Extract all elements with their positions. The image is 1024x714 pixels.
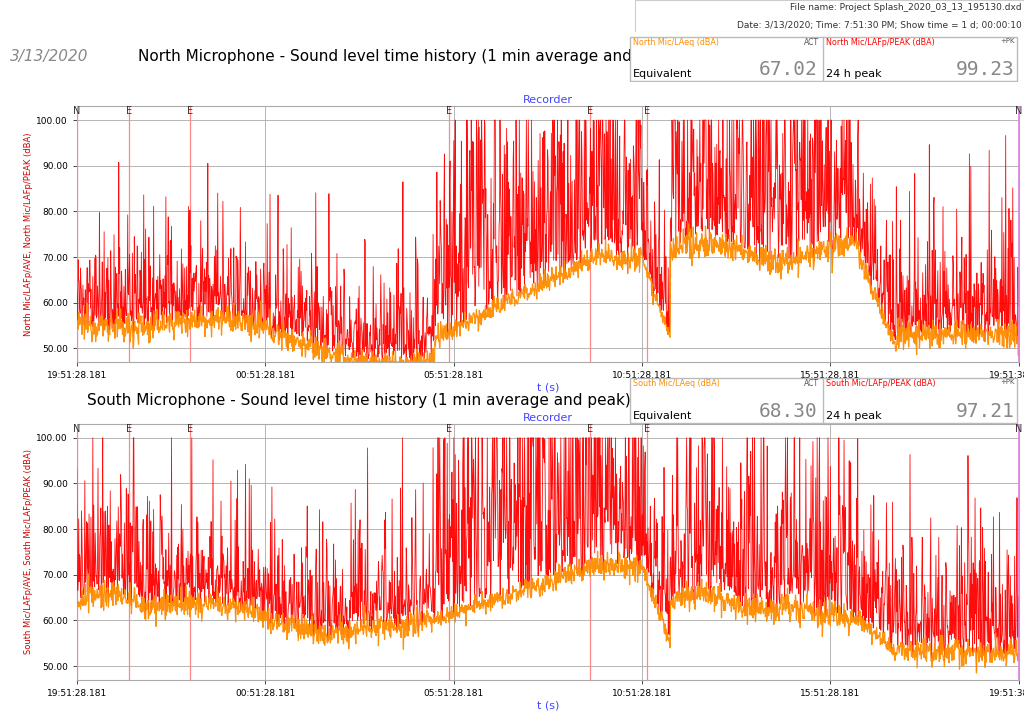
- Y-axis label: North Mic/LAFp/AVE, North Mic/LAFp/PEAK (dBA): North Mic/LAFp/AVE, North Mic/LAFp/PEAK …: [25, 132, 34, 336]
- Text: 68.30: 68.30: [759, 403, 817, 421]
- Text: E: E: [644, 106, 650, 116]
- Text: N: N: [1015, 106, 1023, 116]
- Text: 24 h peak: 24 h peak: [826, 411, 882, 421]
- Text: N: N: [1015, 424, 1023, 434]
- Y-axis label: South Mic/LAFp/AVE, South Mic/LAFp/PEAK (dBA): South Mic/LAFp/AVE, South Mic/LAFp/PEAK …: [25, 449, 34, 655]
- Bar: [635, 0, 1024, 32]
- Text: E: E: [126, 106, 132, 116]
- Text: N: N: [73, 106, 81, 116]
- Text: 97.21: 97.21: [956, 403, 1015, 421]
- Text: +PK: +PK: [1000, 379, 1015, 385]
- X-axis label: t (s): t (s): [537, 700, 559, 710]
- Text: North Mic/LAFp/PEAK (dBA): North Mic/LAFp/PEAK (dBA): [826, 39, 935, 48]
- Text: File name: Project Splash_2020_03_13_195130.dxd: File name: Project Splash_2020_03_13_195…: [791, 3, 1022, 12]
- Text: E: E: [186, 106, 193, 116]
- Text: 3/13/2020: 3/13/2020: [10, 49, 89, 64]
- X-axis label: t (s): t (s): [537, 383, 559, 393]
- Text: South Microphone - Sound level time history (1 min average and peak): South Microphone - Sound level time hist…: [87, 393, 631, 408]
- Text: South Mic/LAeq (dBA): South Mic/LAeq (dBA): [633, 379, 720, 388]
- Text: E: E: [445, 424, 452, 434]
- Bar: [630, 378, 1017, 423]
- Text: Recorder: Recorder: [523, 95, 572, 105]
- Text: 24 h peak: 24 h peak: [826, 69, 882, 79]
- Text: 99.23: 99.23: [956, 60, 1015, 79]
- Text: E: E: [445, 106, 452, 116]
- Text: North Mic/LAeq (dBA): North Mic/LAeq (dBA): [633, 39, 719, 48]
- Text: E: E: [587, 106, 593, 116]
- Text: 67.02: 67.02: [759, 60, 817, 79]
- Text: North Microphone - Sound level time history (1 min average and peak): North Microphone - Sound level time hist…: [138, 49, 680, 64]
- Text: E: E: [186, 424, 193, 434]
- Bar: [630, 37, 1017, 81]
- Text: +PK: +PK: [1000, 39, 1015, 44]
- Text: Recorder: Recorder: [523, 413, 572, 423]
- Text: South Mic/LAFp/PEAK (dBA): South Mic/LAFp/PEAK (dBA): [826, 379, 936, 388]
- Text: Equivalent: Equivalent: [633, 69, 692, 79]
- Text: Equivalent: Equivalent: [633, 411, 692, 421]
- Text: E: E: [126, 424, 132, 434]
- Text: E: E: [644, 424, 650, 434]
- Text: N: N: [73, 424, 81, 434]
- Text: Date: 3/13/2020; Time: 7:51:30 PM; Show time = 1 d; 00:00:10: Date: 3/13/2020; Time: 7:51:30 PM; Show …: [737, 21, 1022, 30]
- Text: E: E: [587, 424, 593, 434]
- Text: ACT: ACT: [804, 379, 819, 388]
- Text: ACT: ACT: [804, 39, 819, 48]
